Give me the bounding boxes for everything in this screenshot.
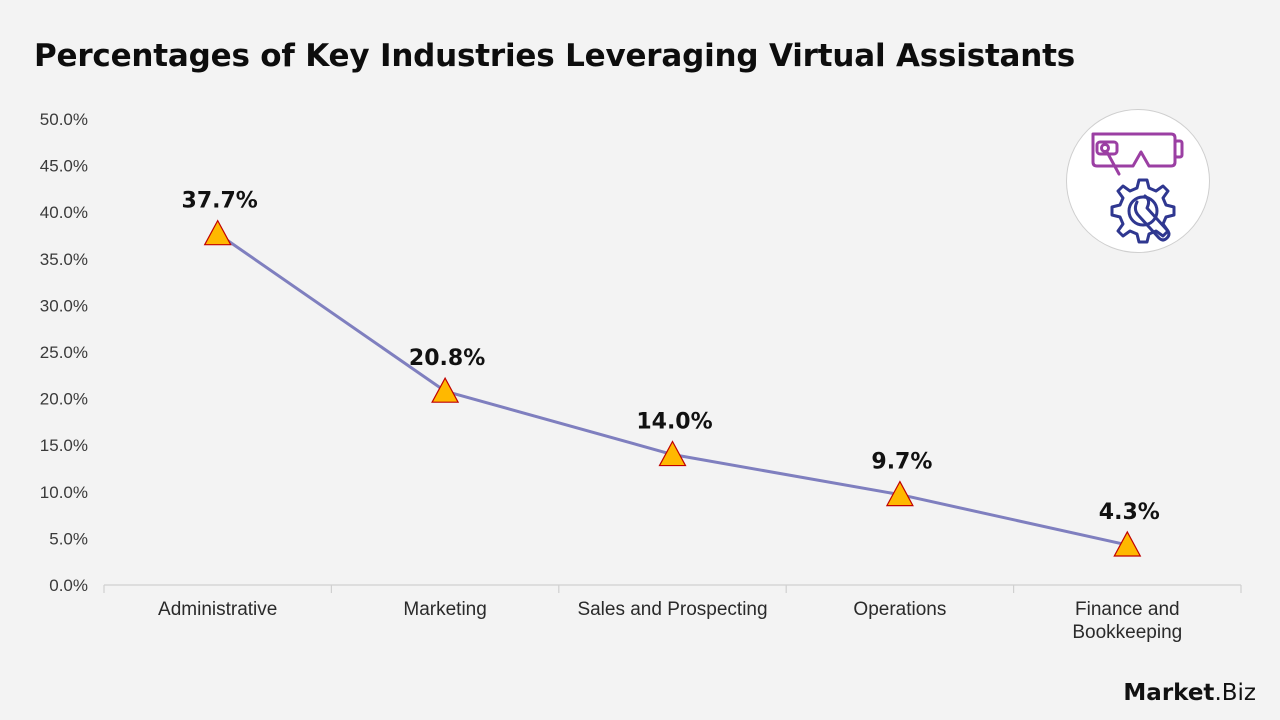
x-tick-label: Operations [853,599,946,620]
data-label: 9.7% [871,450,932,475]
y-tick-label: 20.0% [40,390,88,409]
x-axis: Administrative Marketing Sales and Prospec… [103,584,1242,643]
y-tick-label: 25.0% [40,343,88,362]
y-tick-label: 45.0% [40,157,88,176]
data-point-marker [203,219,232,246]
chart-title: Percentages of Key Industries Leveraging… [34,38,1076,74]
y-tick-label: 15.0% [40,436,88,455]
data-markers [203,219,1142,557]
y-tick-label: 50.0% [40,110,88,129]
series-polyline [216,232,1128,547]
data-label: 4.3% [1099,500,1160,525]
x-tick-label: Finance and Bookkeeping [1072,599,1182,643]
y-tick-label: 35.0% [40,250,88,269]
x-tick-label: Sales and Prospecting [577,599,767,620]
y-tick-label: 40.0% [40,203,88,222]
y-axis: 0.0% 5.0% 10.0% 15.0% 20.0% 25.0% 30.0% 35.0% 40… [40,110,88,595]
data-labels: 37.7% 20.8% 14.0% 9.7% 4.3% [182,189,1160,525]
data-point-marker [431,376,460,403]
data-point-marker [1113,530,1142,557]
data-label: 20.8% [409,346,485,371]
data-point-marker [885,480,914,507]
y-tick-label: 0.0% [49,576,88,595]
x-tick-label: Marketing [403,599,486,620]
y-tick-label: 30.0% [40,296,88,315]
y-tick-label: 10.0% [40,483,88,502]
series-line [216,232,1128,547]
vr-headset-gear-icon [1066,109,1210,253]
data-label: 14.0% [636,410,712,435]
data-point-marker [658,440,687,467]
data-label: 37.7% [182,189,258,214]
brand-logo: Market.Biz [1123,680,1256,706]
x-tick-label: Administrative [158,599,277,620]
y-tick-label: 5.0% [49,529,88,548]
